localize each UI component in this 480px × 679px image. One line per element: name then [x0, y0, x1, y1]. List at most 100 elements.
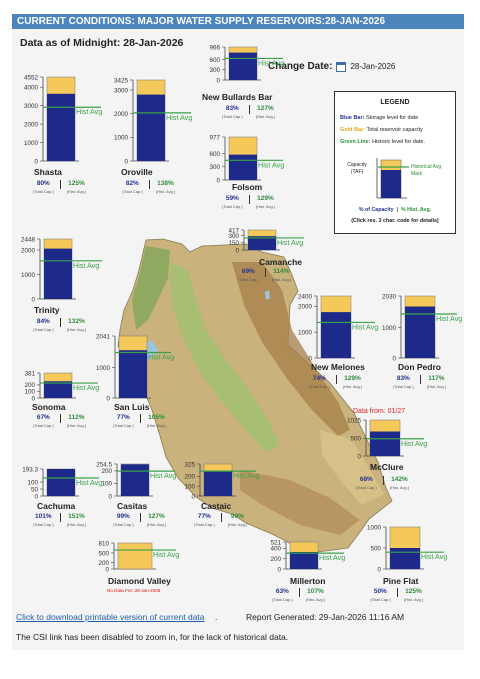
- no-data-note: No Data For: 28-Jan-2026: [107, 588, 161, 593]
- pct-hist-block: 138% (Hist. Avg.): [156, 180, 176, 194]
- total-cap-caption: (Total Cap.): [309, 384, 330, 389]
- calendar-icon[interactable]: [336, 61, 347, 72]
- sierra-range: [232, 262, 350, 436]
- pct-capacity-block: 77% (Total Cap.): [194, 513, 215, 527]
- reservoir-stats: 77% (Total Cap.) 99% (Hist. Avg.): [194, 513, 247, 527]
- pct-hist-block: 129% (Hist. Avg.): [343, 375, 363, 389]
- pct-hist-block: 132% (Hist. Avg.): [67, 318, 87, 332]
- pct-capacity-block: 68% (Total Cap.): [356, 476, 377, 490]
- pct-capacity: 99%: [116, 513, 130, 520]
- pct-capacity-block: 59% (Total Cap.): [222, 195, 243, 209]
- pct-capacity-block: 63% (Total Cap.): [272, 588, 293, 602]
- reservoir-name[interactable]: Cachuma: [37, 501, 76, 511]
- total-cap-caption: (Total Cap.): [356, 485, 377, 490]
- reservoir-name[interactable]: McClure: [370, 462, 404, 472]
- pct-capacity-block: 82% (Total Cap.): [122, 180, 143, 194]
- pct-capacity: 101%: [35, 513, 52, 520]
- legend-capacity-label: Capacity (TAF): [347, 162, 367, 175]
- stats-divider: [264, 268, 266, 277]
- pct-capacity-block: 69% (Total Cap.): [238, 268, 259, 282]
- pct-hist-avg: 132%: [68, 318, 85, 325]
- pct-hist-avg: 105%: [148, 414, 165, 421]
- reservoir-stats: 68% (Total Cap.) 142% (Hist. Avg.): [356, 476, 409, 490]
- pct-hist-block: 125% (Hist. Avg.): [404, 588, 424, 602]
- hist-avg-caption: (Hist. Avg.): [403, 597, 424, 602]
- pct-hist-block: 127% (Hist. Avg.): [256, 105, 276, 119]
- reservoir-name[interactable]: Diamond Valley: [108, 576, 171, 586]
- stats-divider: [220, 513, 222, 522]
- pct-capacity: 80%: [36, 180, 50, 187]
- reservoir-stats: 82% (Total Cap.) 138% (Hist. Avg.): [122, 180, 175, 194]
- legend-click-note: (Click res. 3 char. code for details): [351, 218, 439, 224]
- legend-item-gold: Gold Bar: Total reservoir capacity: [340, 127, 423, 133]
- change-date-control[interactable]: Change Date: 28-Jan-2026: [268, 61, 395, 72]
- pct-capacity: 82%: [125, 180, 139, 187]
- pct-capacity: 84%: [36, 318, 50, 325]
- hist-avg-caption: (Hist. Avg.): [66, 522, 87, 527]
- pct-hist-block: 142% (Hist. Avg.): [390, 476, 410, 490]
- pct-capacity: 68%: [359, 476, 373, 483]
- pct-capacity: 63%: [275, 588, 289, 595]
- stats-divider: [248, 195, 250, 204]
- hist-avg-caption: (Hist. Avg.): [227, 522, 248, 527]
- legend-text: Historic level for date.: [372, 139, 425, 145]
- total-cap-caption: (Total Cap.): [194, 522, 215, 527]
- pct-capacity: 83%: [225, 105, 239, 112]
- pct-capacity-block: 83% (Total Cap.): [393, 375, 414, 389]
- reservoir-name[interactable]: New Melones: [311, 362, 365, 372]
- total-cap-caption: (Total Cap.): [33, 522, 54, 527]
- reservoir-name[interactable]: Folsom: [232, 182, 263, 192]
- reservoir-name[interactable]: Don Pedro: [398, 362, 441, 372]
- pct-hist-block: 117% (Hist. Avg.): [427, 375, 447, 389]
- pct-hist-block: 129% (Hist. Avg.): [256, 195, 276, 209]
- page-title: CURRENT CONDITIONS: MAJOR WATER SUPPLY R…: [12, 14, 464, 29]
- reservoir-name[interactable]: Shasta: [34, 167, 62, 177]
- reservoir-stats: 67% (Total Cap.) 112% (Hist. Avg.): [33, 414, 86, 428]
- stats-divider: [419, 375, 421, 384]
- pct-capacity-block: 80% (Total Cap.): [33, 180, 54, 194]
- total-cap-caption: (Total Cap.): [272, 597, 293, 602]
- lake-tahoe: [265, 290, 270, 300]
- reservoir-name[interactable]: Casitas: [117, 501, 148, 511]
- legend-title: LEGEND: [380, 99, 410, 106]
- reservoir-stats: 80% (Total Cap.) 125% (Hist. Avg.): [33, 180, 86, 194]
- reservoir-stats: 74% (Total Cap.) 129% (Hist. Avg.): [309, 375, 362, 389]
- desert-region: [320, 430, 384, 505]
- download-printable-link[interactable]: Click to download printable version of c…: [16, 612, 205, 622]
- change-date-value[interactable]: 28-Jan-2026: [350, 62, 396, 71]
- pct-hist-avg: 107%: [307, 588, 324, 595]
- hist-avg-caption: (Hist. Avg.): [426, 384, 447, 389]
- reservoir-name[interactable]: Camanche: [259, 257, 302, 267]
- legend-pct-cap: % of Capacity: [358, 207, 394, 213]
- pct-capacity-block: 50% (Total Cap.): [370, 588, 391, 602]
- reservoir-name[interactable]: Castaic: [201, 501, 232, 511]
- reservoir-stats: 84% (Total Cap.) 132% (Hist. Avg.): [33, 318, 86, 332]
- total-cap-caption: (Total Cap.): [222, 114, 243, 119]
- pct-capacity: 50%: [373, 588, 387, 595]
- pct-hist-avg: 142%: [391, 476, 408, 483]
- hist-avg-caption: (Hist. Avg.): [66, 327, 87, 332]
- reservoir-name[interactable]: San Luis: [114, 402, 150, 412]
- reservoir-name[interactable]: Sonoma: [32, 402, 66, 412]
- data-from-note: Data from: 01/27: [353, 408, 406, 415]
- reservoir-stats: 101% (Total Cap.) 151% (Hist. Avg.): [33, 513, 86, 527]
- pct-capacity: 59%: [225, 195, 239, 202]
- pct-capacity: 69%: [241, 268, 255, 275]
- hist-avg-caption: (Hist. Avg.): [255, 204, 276, 209]
- stats-divider: [139, 414, 141, 423]
- legend-sample-chart: [376, 158, 409, 199]
- total-cap-caption: (Total Cap.): [393, 384, 414, 389]
- reservoir-name[interactable]: New Bullards Bar: [202, 92, 273, 102]
- reservoir-name[interactable]: Trinity: [34, 305, 60, 315]
- pct-capacity: 77%: [116, 414, 130, 421]
- pct-hist-block: 107% (Hist. Avg.): [306, 588, 326, 602]
- reservoir-name[interactable]: Millerton: [290, 576, 326, 586]
- hist-avg-caption: (Hist. Avg.): [305, 597, 326, 602]
- csi-note: The CSI link has been disabled to zoom i…: [16, 632, 289, 642]
- pct-hist-block: 99% (Hist. Avg.): [228, 513, 248, 527]
- total-cap-caption: (Total Cap.): [113, 522, 134, 527]
- reservoir-name[interactable]: Oroville: [121, 167, 153, 177]
- hist-avg-caption: (Hist. Avg.): [146, 522, 167, 527]
- reservoir-name[interactable]: Pine Flat: [383, 576, 419, 586]
